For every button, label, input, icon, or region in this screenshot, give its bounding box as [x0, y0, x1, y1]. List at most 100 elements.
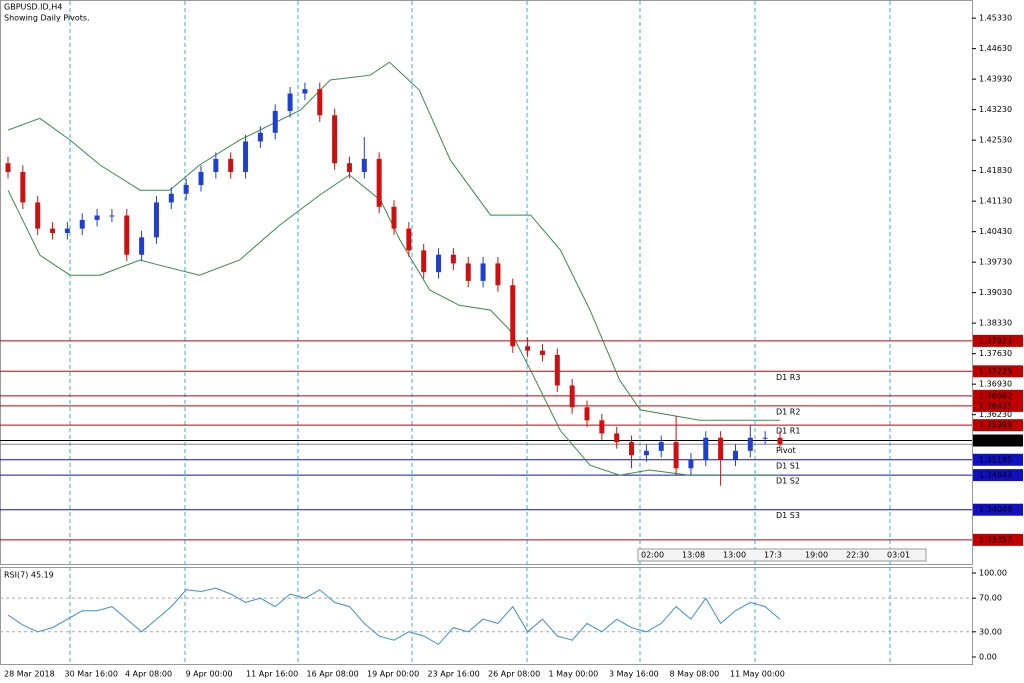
candle-body: [228, 158, 234, 172]
candle-body: [688, 459, 694, 469]
candle-body: [747, 437, 753, 451]
level-box: [973, 434, 1023, 447]
level-price: 1.33357: [979, 535, 1012, 544]
level-box: [973, 453, 1023, 466]
candle-body: [718, 437, 724, 460]
x-tick-label: 9 Apr 00:00: [186, 670, 233, 679]
x-tick-label: 23 Apr 16:00: [428, 670, 480, 679]
level-box: [973, 399, 1023, 412]
candle-body: [465, 263, 471, 281]
session-time: 22:30: [846, 551, 869, 560]
level-box: [973, 389, 1023, 402]
chart-title: GBPUSD.ID,H4: [4, 3, 62, 12]
candle-body: [5, 163, 11, 172]
level-price: 1.37225: [979, 367, 1012, 376]
level-box: [973, 469, 1023, 482]
level-name: D1 R3: [776, 373, 800, 382]
rsi-tick-label: 30.00: [979, 627, 1002, 636]
band-line: [7, 174, 780, 476]
y-tick-label: 1.44630: [979, 44, 1012, 53]
level-price: 1.34843: [979, 471, 1012, 480]
y-tick-label: 1.41830: [979, 166, 1012, 175]
candle-body: [480, 263, 486, 281]
x-tick-label: 16 Apr 08:00: [307, 670, 359, 679]
rsi-tick-label: 70.00: [979, 594, 1002, 603]
candle-body: [257, 132, 263, 142]
candle-body: [361, 158, 367, 172]
candle-body: [391, 206, 397, 229]
session-time: 17:3: [764, 551, 782, 560]
candle-body: [584, 407, 590, 421]
candle-body: [332, 115, 338, 164]
level-box: [973, 419, 1023, 432]
rsi-tick-label: 100.00: [979, 568, 1007, 577]
level-box: [973, 533, 1023, 546]
rsi-frame: [0, 567, 973, 665]
candle-body: [658, 442, 664, 451]
level-price: 1.35989: [979, 421, 1012, 430]
candle-body: [20, 171, 26, 203]
x-tick-label: 28 Mar 2018: [4, 670, 55, 679]
candle-body: [109, 215, 115, 217]
session-bar: [637, 548, 927, 562]
candle-body: [762, 437, 768, 439]
candle-body: [510, 285, 516, 347]
level-price: 1.34049: [979, 505, 1012, 514]
candle-body: [79, 219, 85, 229]
band-line: [7, 61, 780, 421]
level-box: [973, 365, 1023, 378]
x-tick-label: 11 May 00:00: [730, 670, 785, 679]
candle-body: [495, 263, 501, 286]
level-box: [973, 334, 1023, 347]
x-tick-label: 4 Apr 08:00: [125, 670, 172, 679]
candle-body: [124, 215, 130, 255]
rsi-tick-label: 0.00: [979, 653, 997, 662]
candle-body: [421, 250, 427, 273]
session-time: 19:00: [805, 551, 828, 560]
level-price: 1.37923: [979, 336, 1012, 345]
x-tick-label: 11 Apr 16:00: [246, 670, 298, 679]
candle-body: [317, 89, 323, 116]
x-tick-label: 19 Apr 00:00: [367, 670, 419, 679]
session-time: 13:08: [682, 551, 705, 560]
candle-body: [302, 89, 308, 94]
y-tick-label: 1.39030: [979, 288, 1012, 297]
candle-body: [50, 228, 56, 233]
level-name: D1 S3: [776, 511, 800, 520]
candle-body: [732, 450, 738, 460]
y-tick-label: 1.42530: [979, 136, 1012, 145]
y-tick-label: 1.45330: [979, 14, 1012, 23]
level-box: [973, 503, 1023, 516]
main-frame: [0, 0, 973, 565]
level-price: 1.35637: [979, 436, 1012, 445]
rsi-line: [7, 587, 781, 646]
level-price: 1.35195: [979, 455, 1012, 464]
candle-body: [272, 110, 278, 133]
candle-body: [643, 450, 649, 456]
candle-body: [450, 254, 456, 264]
candle-body: [406, 228, 412, 251]
rsi-title: RSI(7) 45.19: [4, 571, 54, 580]
y-tick-label: 1.41130: [979, 197, 1012, 206]
candle-body: [525, 346, 531, 351]
level-price: 1.36662: [979, 391, 1012, 400]
level-price: 1.36431: [979, 401, 1012, 410]
y-tick-label: 1.36230: [979, 410, 1012, 419]
x-tick-label: 1 May 00:00: [549, 670, 599, 679]
candle-body: [64, 228, 70, 233]
candle-body: [599, 420, 605, 434]
candle-body: [139, 237, 145, 255]
candle-body: [243, 141, 249, 172]
x-tick-label: 26 Apr 08:00: [488, 670, 540, 679]
candle-body: [569, 385, 575, 408]
candle-body: [183, 185, 189, 194]
x-tick-label: 8 May 08:00: [670, 670, 720, 679]
candle-body: [629, 442, 635, 456]
candle-body: [213, 158, 219, 172]
y-tick-label: 1.39730: [979, 258, 1012, 267]
x-tick-label: 3 May 16:00: [609, 670, 659, 679]
candle-body: [436, 254, 442, 273]
y-tick-label: 1.38330: [979, 319, 1012, 328]
level-name: D1 R1: [776, 427, 800, 436]
